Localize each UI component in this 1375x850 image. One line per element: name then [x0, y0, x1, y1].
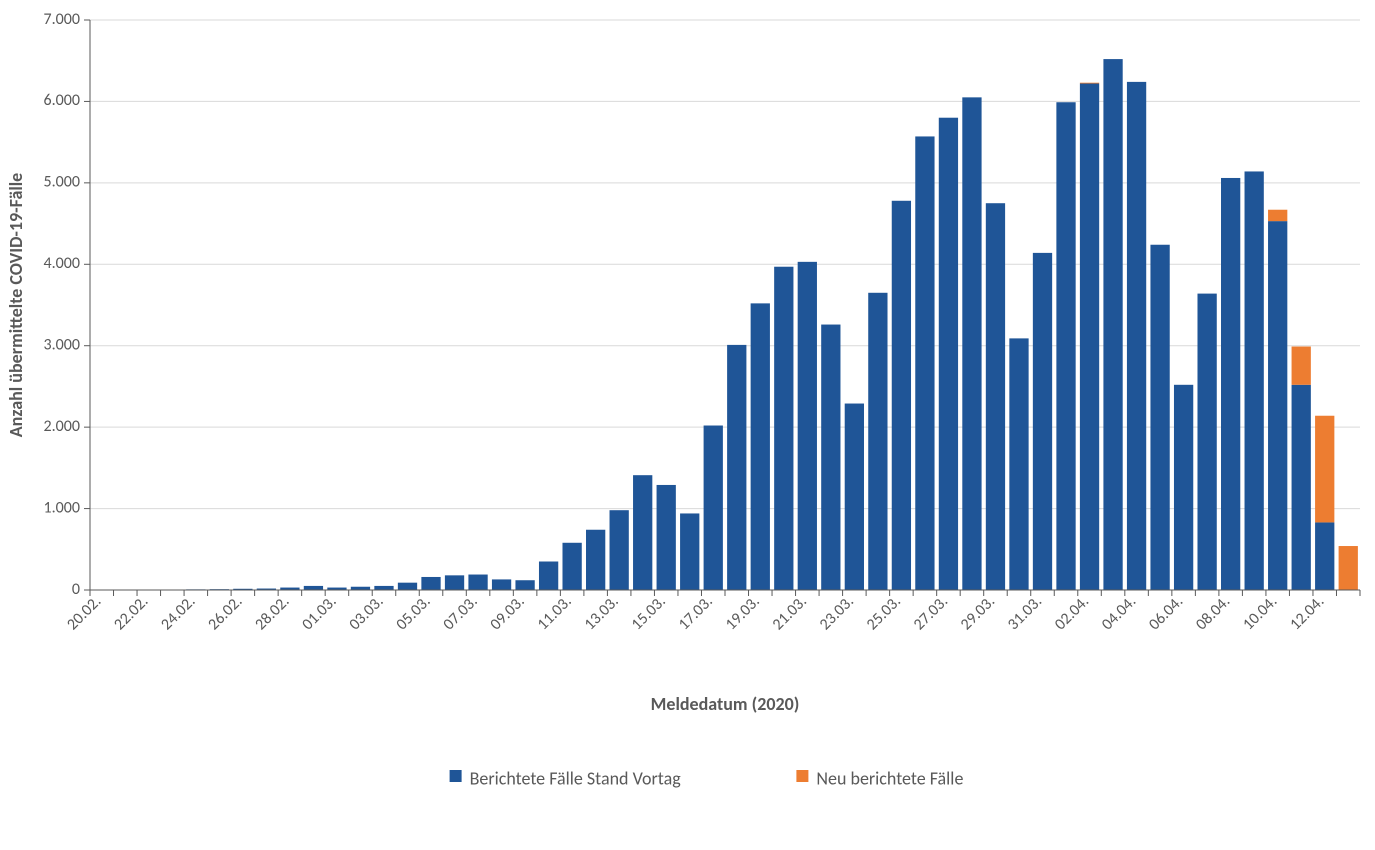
bar-segment: [492, 579, 511, 590]
bar-segment: [1103, 59, 1122, 590]
bar-segment: [1080, 83, 1099, 84]
bar-segment: [304, 586, 323, 590]
bar-segment: [1150, 245, 1169, 590]
y-tick-label: 5.000: [44, 173, 80, 192]
bar-segment: [1127, 82, 1146, 590]
bar-segment: [727, 345, 746, 590]
bar-segment: [1245, 171, 1264, 590]
y-tick-label: 2.000: [44, 417, 80, 436]
bar-segment: [1292, 347, 1311, 385]
bar-segment: [798, 262, 817, 590]
bar-segment: [915, 136, 934, 590]
bar-segment: [562, 543, 581, 590]
bar-segment: [468, 575, 487, 590]
bar-segment: [892, 201, 911, 590]
legend-swatch: [796, 770, 808, 782]
bar-chart: 01.0002.0003.0004.0005.0006.0007.00020.0…: [0, 0, 1375, 845]
y-tick-label: 6.000: [44, 91, 80, 110]
bar-segment: [1315, 522, 1334, 590]
bar-segment: [1292, 385, 1311, 590]
bar-segment: [633, 475, 652, 590]
bar-segment: [1221, 178, 1240, 590]
bar-segment: [445, 575, 464, 590]
bar-segment: [1174, 385, 1193, 590]
bar-segment: [774, 267, 793, 590]
bar-segment: [751, 303, 770, 590]
bar-segment: [1315, 416, 1334, 523]
chart-container: 01.0002.0003.0004.0005.0006.0007.00020.0…: [0, 0, 1375, 845]
bar-segment: [586, 530, 605, 590]
y-tick-label: 7.000: [44, 10, 80, 29]
bar-segment: [1268, 221, 1287, 590]
y-tick-label: 1.000: [44, 498, 80, 517]
bar-segment: [962, 97, 981, 590]
bar-segment: [1009, 338, 1028, 590]
legend-swatch: [450, 770, 462, 782]
bar-segment: [1080, 84, 1099, 590]
y-tick-label: 4.000: [44, 254, 80, 273]
y-axis-title: Anzahl übermittelte COVID-19-Fälle: [5, 173, 27, 437]
legend-label: Neu berichtete Fälle: [816, 767, 963, 789]
bar-segment: [986, 203, 1005, 590]
bar-segment: [1339, 546, 1358, 590]
bar-segment: [374, 586, 393, 590]
bar-segment: [821, 325, 840, 590]
y-tick-label: 0: [72, 580, 80, 599]
bar-segment: [421, 577, 440, 590]
bar-segment: [539, 562, 558, 591]
bar-segment: [1056, 102, 1075, 590]
bar-segment: [657, 485, 676, 590]
bar-segment: [1033, 253, 1052, 590]
bar-segment: [868, 293, 887, 590]
bar-segment: [515, 580, 534, 590]
legend-label: Berichtete Fälle Stand Vortag: [470, 767, 682, 789]
bar-segment: [845, 404, 864, 590]
bar-segment: [1197, 294, 1216, 590]
y-tick-label: 3.000: [44, 336, 80, 355]
bar-segment: [610, 510, 629, 590]
bar-segment: [398, 583, 417, 590]
bar-segment: [680, 513, 699, 590]
bar-segment: [704, 426, 723, 590]
bar-segment: [1268, 210, 1287, 221]
bar-segment: [939, 118, 958, 590]
x-axis-title: Meldedatum (2020): [651, 693, 800, 715]
